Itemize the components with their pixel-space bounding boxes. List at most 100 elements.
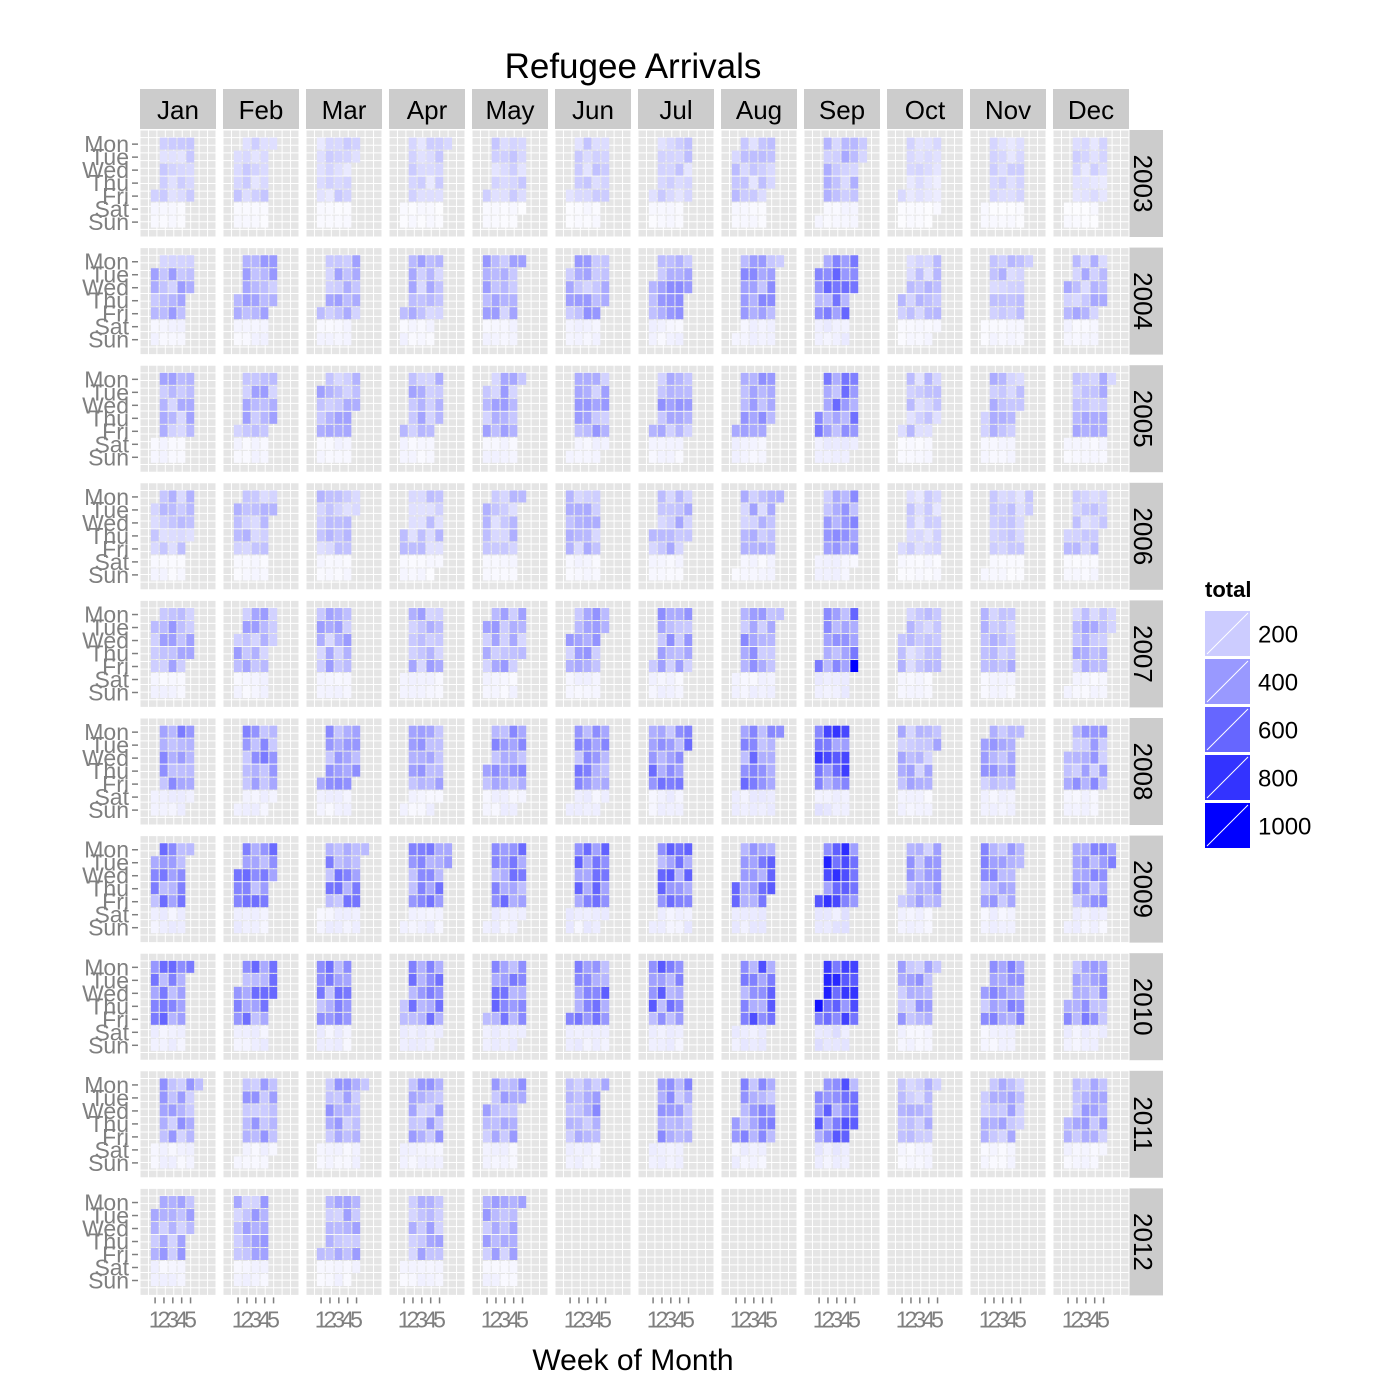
- heatmap-cell: [758, 320, 767, 333]
- heatmap-cell: [159, 660, 168, 673]
- heatmap-cell: [749, 803, 758, 816]
- heatmap-cell: [998, 398, 1007, 411]
- heatmap-cell: [980, 751, 989, 764]
- heatmap-cell: [417, 490, 426, 503]
- heatmap-cell: [666, 490, 675, 503]
- heatmap-cell: [740, 869, 749, 882]
- heatmap-cell: [933, 411, 942, 424]
- heatmap-cell: [675, 202, 684, 215]
- heatmap-cell: [832, 202, 841, 215]
- heatmap-cell: [168, 895, 177, 908]
- heatmap-cell: [897, 895, 906, 908]
- heatmap-cell: [168, 215, 177, 228]
- heatmap-cell: [565, 189, 574, 202]
- heatmap-cell: [159, 908, 168, 921]
- heatmap-cell: [242, 555, 251, 568]
- heatmap-cell: [1016, 503, 1025, 516]
- heatmap-cell: [648, 424, 657, 437]
- heatmap-cell: [592, 895, 601, 908]
- heatmap-cell: [491, 490, 500, 503]
- heatmap-cell: [233, 516, 242, 529]
- heatmap-cell: [1099, 621, 1108, 634]
- heatmap-cell: [1007, 660, 1016, 673]
- heatmap-cell: [325, 542, 334, 555]
- heatmap-cell: [1072, 790, 1081, 803]
- heatmap-cell: [150, 568, 159, 581]
- heatmap-cell: [408, 673, 417, 685]
- heatmap-cell: [823, 542, 832, 555]
- heatmap-cell: [832, 398, 841, 411]
- heatmap-cell: [592, 621, 601, 634]
- heatmap-cell: [435, 529, 444, 542]
- heatmap-cell: [334, 516, 343, 529]
- heatmap-cell: [168, 1025, 177, 1038]
- heatmap-cell: [1081, 725, 1090, 738]
- heatmap-cell: [1016, 333, 1025, 346]
- heatmap-cell: [269, 137, 278, 150]
- heatmap-cell: [841, 568, 850, 581]
- heatmap-cell: [426, 372, 435, 385]
- heatmap-cell: [906, 555, 915, 568]
- heatmap-cell: [352, 150, 361, 163]
- heatmap-cell: [233, 803, 242, 816]
- heatmap-cell: [334, 202, 343, 215]
- heatmap-cell: [316, 1025, 325, 1038]
- heatmap-cell: [915, 634, 924, 647]
- heatmap-cell: [731, 790, 740, 803]
- heatmap-cell: [832, 751, 841, 764]
- heatmap-cell: [1007, 568, 1016, 581]
- heatmap-cell: [168, 882, 177, 895]
- heatmap-cell: [592, 568, 601, 581]
- heatmap-cell: [980, 738, 989, 751]
- heatmap-cell: [897, 634, 906, 647]
- heatmap-cell: [500, 1025, 509, 1038]
- heatmap-cell: [915, 137, 924, 150]
- heatmap-cell: [435, 908, 444, 921]
- heatmap-cell: [574, 790, 583, 803]
- heatmap-cell: [684, 725, 693, 738]
- heatmap-cell: [242, 333, 251, 346]
- heatmap-cell: [749, 281, 758, 294]
- heatmap-cell: [316, 424, 325, 437]
- heatmap-cell: [177, 738, 186, 751]
- heatmap-cell: [841, 450, 850, 463]
- heatmap-cell: [1016, 189, 1025, 202]
- heatmap-cell: [500, 268, 509, 281]
- heatmap-cell: [426, 398, 435, 411]
- heatmap-cell: [159, 1038, 168, 1051]
- heatmap-cell: [574, 333, 583, 346]
- heatmap-cell: [583, 516, 592, 529]
- heatmap-cell: [924, 320, 933, 333]
- heatmap-cell: [352, 137, 361, 150]
- heatmap-cell: [814, 921, 823, 934]
- month-strip: [721, 89, 797, 129]
- year-strip: [1123, 835, 1163, 943]
- heatmap-cell: [657, 424, 666, 437]
- heatmap-cell: [435, 503, 444, 516]
- heatmap-cell: [823, 385, 832, 398]
- heatmap-cell: [906, 398, 915, 411]
- heatmap-cell: [1090, 608, 1099, 621]
- heatmap-cell: [915, 856, 924, 869]
- heatmap-cell: [592, 673, 601, 685]
- heatmap-cell: [823, 686, 832, 698]
- heatmap-cell: [823, 856, 832, 869]
- heatmap-cell: [509, 372, 518, 385]
- heatmap-cell: [500, 608, 509, 621]
- heatmap-cell: [740, 333, 749, 346]
- heatmap-cell: [1081, 202, 1090, 215]
- heatmap-cell: [1099, 372, 1108, 385]
- heatmap-cell: [435, 647, 444, 660]
- heatmap-cell: [435, 999, 444, 1012]
- heatmap-cell: [435, 751, 444, 764]
- heatmap-cell: [915, 555, 924, 568]
- heatmap-cell: [500, 843, 509, 856]
- heatmap-cell: [260, 738, 269, 751]
- heatmap-cell: [758, 660, 767, 673]
- heatmap-cell: [924, 503, 933, 516]
- heatmap-cell: [666, 777, 675, 790]
- heatmap-cell: [426, 751, 435, 764]
- heatmap-cell: [675, 608, 684, 621]
- heatmap-cell: [334, 764, 343, 777]
- heatmap-cell: [352, 307, 361, 320]
